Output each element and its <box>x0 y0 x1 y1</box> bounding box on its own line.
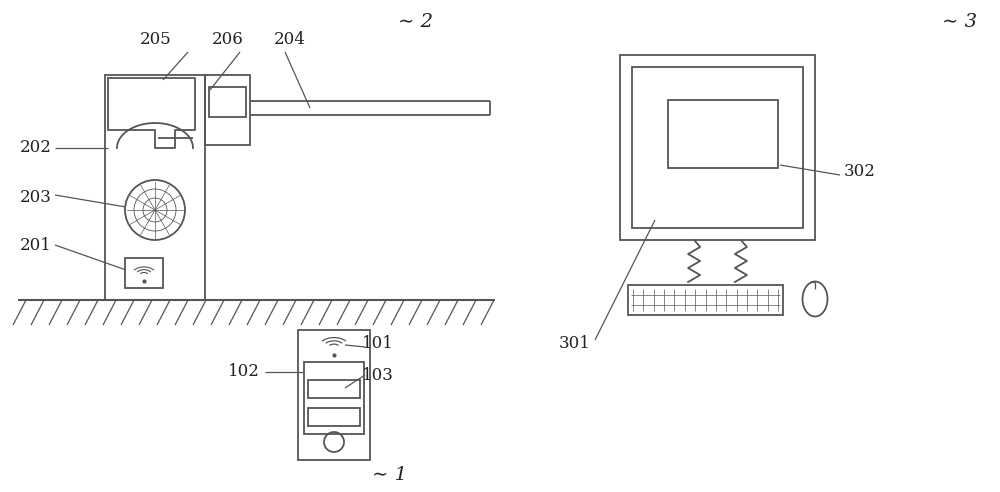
Bar <box>105 75 205 300</box>
Text: 301: 301 <box>559 335 591 351</box>
Bar <box>298 330 370 460</box>
Bar <box>628 285 783 315</box>
Text: 204: 204 <box>274 31 306 49</box>
Text: ∼ 2: ∼ 2 <box>398 13 432 31</box>
Bar <box>308 380 360 398</box>
Text: ∼ 1: ∼ 1 <box>372 466 408 484</box>
Text: 102: 102 <box>228 364 260 380</box>
Text: 205: 205 <box>140 31 172 49</box>
Text: 201: 201 <box>20 237 52 253</box>
Bar <box>632 67 803 228</box>
Text: 203: 203 <box>20 188 52 206</box>
Bar <box>668 100 778 168</box>
Bar <box>304 362 364 434</box>
Text: 101: 101 <box>362 335 394 351</box>
Text: 103: 103 <box>362 367 394 383</box>
Text: 206: 206 <box>212 31 244 49</box>
Text: 202: 202 <box>20 140 52 156</box>
Text: ∼ 3: ∼ 3 <box>942 13 978 31</box>
Bar <box>125 258 163 288</box>
Text: 302: 302 <box>844 163 876 181</box>
Bar <box>620 55 815 240</box>
Bar <box>209 87 246 117</box>
Bar <box>205 75 250 145</box>
Bar <box>308 408 360 426</box>
